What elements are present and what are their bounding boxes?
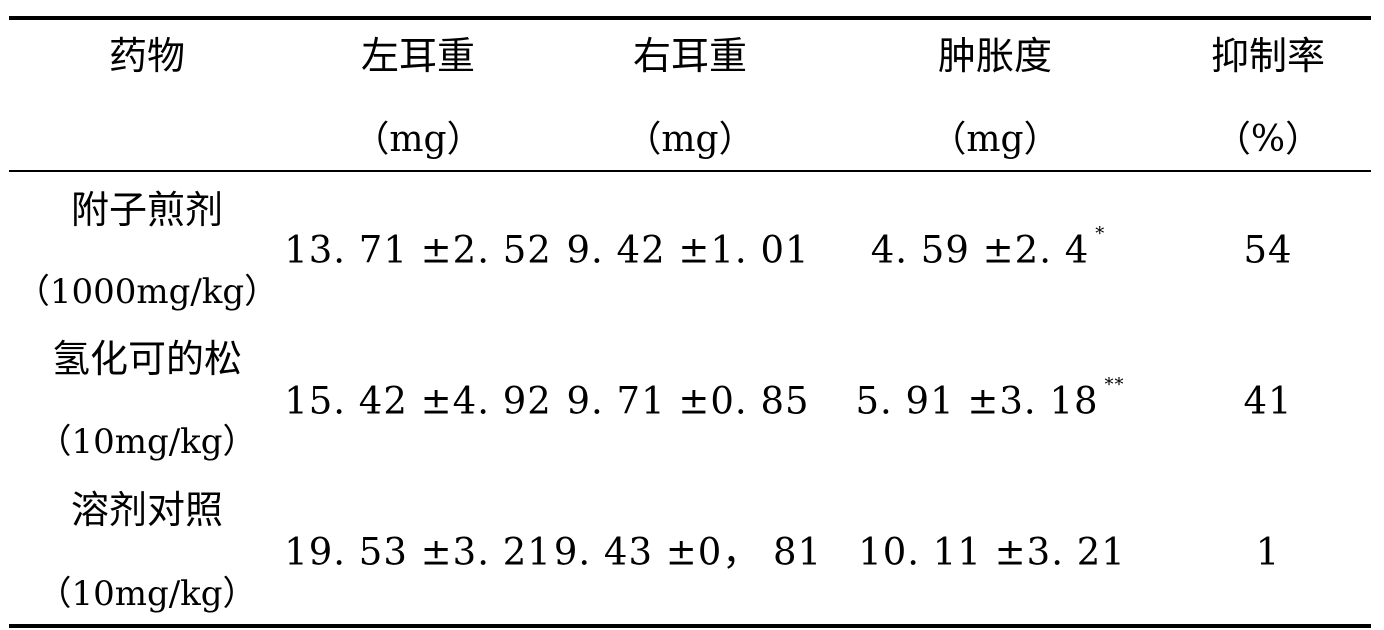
header-rule (9, 170, 1371, 172)
bottom-rule (9, 624, 1371, 628)
inhibition-value: 41 (1243, 379, 1293, 423)
drug-dose: （10mg/kg） (37, 574, 257, 614)
header-swelling: 肿胀度 (937, 34, 1053, 78)
header-left-ear-weight: 左耳重 (360, 34, 476, 78)
drug-dose: （1000mg/kg） (15, 272, 279, 312)
header-drug: 药物 (108, 34, 186, 78)
header-right-unit: （mg） (625, 119, 755, 160)
header-right-ear-weight: 右耳重 (632, 34, 748, 78)
significance-marker: * (1095, 223, 1106, 245)
top-rule (9, 16, 1371, 20)
significance-marker: ** (1104, 374, 1125, 396)
swelling-value: 5. 91 ±3. 18 ** (855, 374, 1125, 423)
header-inhibition-unit: （%） (1214, 119, 1322, 160)
inhibition-value: 1 (1255, 530, 1281, 574)
drug-name: 溶剂对照 (70, 488, 224, 532)
header-swelling-unit: （mg） (930, 119, 1060, 160)
swelling-value: 4. 59 ±2. 4 * (870, 223, 1106, 272)
drug-name: 附子煎剂 (70, 188, 224, 232)
right-ear-value: 9. 43 ±0， 81 (553, 530, 823, 574)
drug-dose: （10mg/kg） (37, 422, 257, 462)
drug-name: 氢化可的松 (51, 337, 243, 381)
left-ear-value: 15. 42 ±4. 92 (284, 379, 552, 423)
inhibition-value: 54 (1243, 228, 1293, 272)
left-ear-value: 13. 71 ±2. 52 (284, 228, 552, 272)
header-inhibition: 抑制率 (1210, 34, 1326, 78)
left-ear-value: 19. 53 ±3. 21 (284, 530, 552, 574)
header-left-unit: （mg） (353, 119, 483, 160)
swelling-value: 10. 11 ±3. 21 (858, 530, 1126, 574)
right-ear-value: 9. 42 ±1. 01 (566, 228, 810, 272)
right-ear-value: 9. 71 ±0. 85 (566, 379, 810, 423)
